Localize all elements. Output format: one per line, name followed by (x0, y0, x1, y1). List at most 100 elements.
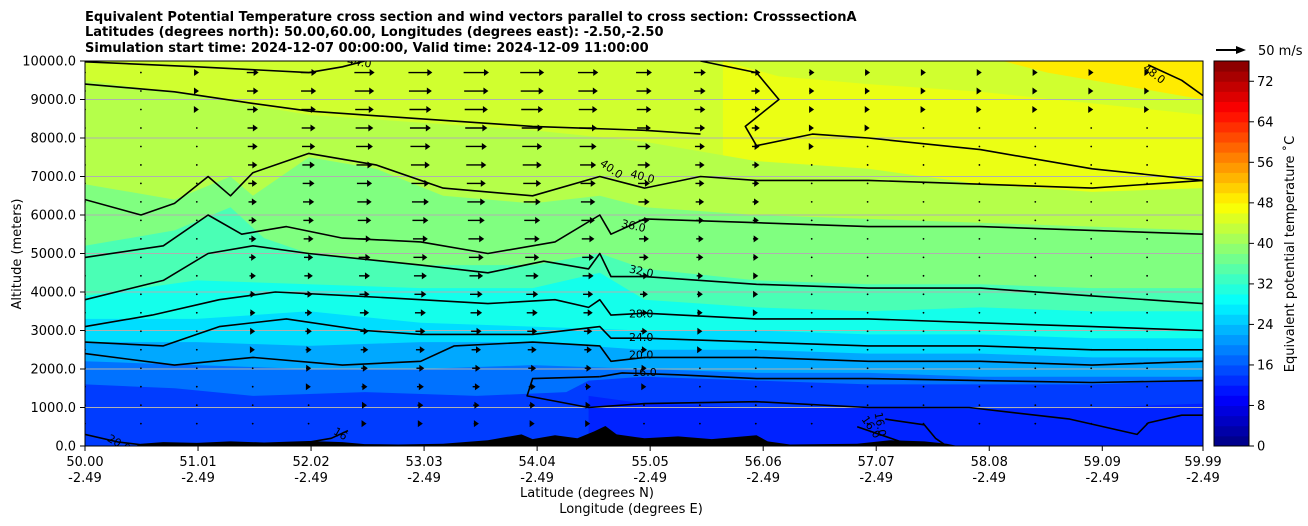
colorbar-tick-label: 8 (1257, 399, 1265, 414)
x-tick-label-lat: 59.09 (1084, 455, 1121, 470)
wind-vector-head (865, 69, 871, 77)
wind-vector-head (641, 346, 647, 354)
wind-vector (195, 422, 198, 425)
wind-vector-head (366, 216, 372, 224)
wind-vector-head (306, 364, 312, 372)
wind-vector-head (754, 124, 760, 132)
wind-vector (251, 367, 254, 370)
wind-vector (866, 404, 869, 407)
wind-vector (1146, 164, 1148, 166)
colorbar-segment (1214, 304, 1249, 315)
wind-vector-head (530, 401, 536, 409)
wind-vector-head (1088, 106, 1094, 114)
wind-vector-head (864, 87, 870, 95)
wind-vector (866, 237, 869, 240)
wind-vector-head (920, 87, 926, 95)
wind-vector-head (754, 198, 760, 206)
wind-vector-head (250, 327, 256, 335)
wind-vector (810, 311, 813, 314)
wind-vector-head (587, 309, 593, 317)
wind-vector (1034, 348, 1037, 351)
wind-vector-head (364, 290, 370, 298)
wind-vector (1146, 219, 1148, 222)
wind-vector (1146, 311, 1148, 314)
wind-vector-head (308, 253, 314, 261)
wind-vector-head (698, 272, 704, 280)
contour-32 (85, 245, 1203, 305)
colorbar-segment (1214, 354, 1249, 366)
wind-vector (978, 385, 981, 388)
wind-vector (922, 201, 925, 203)
contour-label: 16 (331, 425, 350, 443)
wind-vector (922, 330, 925, 333)
wind-vector (866, 367, 869, 370)
wind-vector-head (531, 346, 537, 354)
colorbar-tick-label: 0 (1257, 440, 1265, 455)
colorbar-segment (1214, 334, 1249, 346)
x-tick-label-lon: -2.49 (1085, 471, 1119, 486)
colorbar-frame (1213, 60, 1250, 447)
wind-vector (978, 293, 981, 296)
plot-area: 44.0 48.040.0 40.036.032.028.024.020.016.0… (85, 61, 1203, 446)
wind-vector (1034, 256, 1037, 259)
wind-vector (1090, 127, 1093, 129)
colorbar-tick-label: 56 (1257, 156, 1274, 171)
wind-vector-head (529, 420, 535, 428)
wind-vector-head (307, 272, 313, 280)
wind-vector-head (478, 272, 484, 280)
quiver-key: 50 m/s (1216, 44, 1303, 59)
wind-vector-head (593, 69, 599, 77)
wind-vector-head (533, 272, 539, 280)
wind-vector (1090, 256, 1093, 259)
x-tick-label-lat: 56.06 (745, 455, 782, 470)
wind-vector (1090, 293, 1093, 296)
wind-vector (922, 219, 925, 222)
y-tick-label: 8000.0 (31, 132, 77, 147)
x-tick-label-lon: -2.49 (746, 471, 780, 486)
wind-vector-head (645, 161, 651, 169)
colorbar-ticks: 0 8 16 24 32 40 48 56 64 72 (1249, 75, 1274, 455)
wind-vector-head (477, 290, 483, 298)
wind-vector (754, 404, 757, 407)
wind-vector-head (251, 253, 257, 261)
wind-vector (195, 311, 198, 314)
y-tick-label: 5000.0 (31, 247, 77, 262)
x-tick-label-lat: 51.01 (179, 455, 216, 470)
wind-vector-head (755, 87, 761, 95)
wind-vector-head (311, 87, 317, 95)
wind-vector (754, 348, 757, 351)
wind-vector-head (252, 179, 258, 187)
x-tick-label-lon: -2.49 (520, 471, 554, 486)
wind-vector (1146, 422, 1148, 425)
wind-vector (1034, 219, 1037, 222)
contour-label: 16.0 (872, 411, 889, 437)
wind-vector-head (306, 327, 312, 335)
wind-vector-head (864, 124, 870, 132)
y-tick-label: 6000.0 (31, 209, 77, 224)
wind-vector-head (483, 69, 489, 77)
wind-vector (978, 182, 981, 185)
wind-vector-head (809, 87, 815, 95)
wind-vector-head (589, 253, 595, 261)
x-tick-label-lon: -2.49 (633, 471, 667, 486)
x-tick-label-lat: 53.03 (405, 455, 442, 470)
contour-label: 32.0 (628, 263, 655, 281)
wind-vector (978, 127, 981, 129)
wind-vector (1090, 182, 1093, 185)
wind-vector-head (483, 87, 489, 95)
x-tick-label-lat: 54.04 (519, 455, 556, 470)
wind-vector (866, 422, 869, 425)
wind-vector (195, 293, 198, 296)
contour-label: 24.0 (629, 331, 654, 344)
contour-48 (1147, 64, 1203, 97)
wind-vector-head (591, 142, 597, 150)
wind-vector (810, 219, 813, 222)
wind-vector-head (699, 142, 705, 150)
wind-vector-head (474, 401, 480, 409)
wind-vector-head (250, 272, 256, 280)
colorbar-tick-label: 24 (1257, 318, 1274, 333)
wind-vector-head (753, 290, 759, 298)
wind-vector-head (754, 142, 760, 150)
wind-vector (1034, 385, 1037, 388)
wind-vector-head (423, 198, 429, 206)
